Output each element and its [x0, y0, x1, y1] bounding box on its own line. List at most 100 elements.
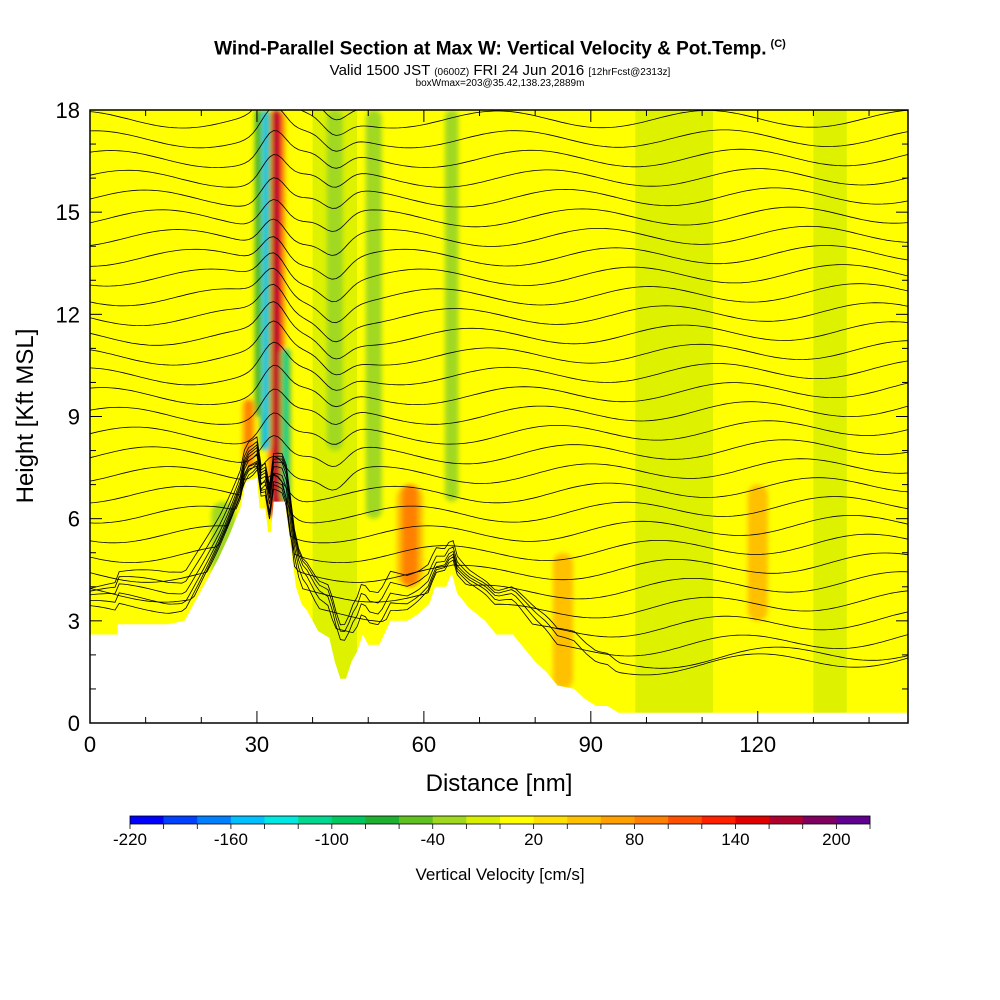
theta-contour [90, 110, 908, 136]
colorbar-swatch [802, 816, 837, 824]
y-axis-label: Height [Kft MSL] [12, 329, 39, 504]
axis-ticks [89, 109, 908, 724]
colorbar-label: 140 [721, 830, 749, 849]
velocity-cell [552, 552, 574, 689]
colorbar-swatch [668, 816, 703, 824]
theta-contour [90, 110, 908, 152]
colorbar-label: -160 [214, 830, 248, 849]
colorbar-label: -40 [420, 830, 445, 849]
velocity-cell [273, 110, 280, 519]
colorbar-swatch [836, 816, 871, 824]
colorbar-labels: -220 -160 -100 -40 20 80 140 200 [113, 830, 851, 849]
colorbar-swatch [163, 816, 198, 824]
forecast-info: [12hrFcst@2313z] [588, 67, 671, 78]
box-info: boxWmax=203@35.42,138.23,2889m [415, 78, 585, 89]
x-tick-labels: 0 30 60 90 120 [84, 732, 776, 757]
x-tick-label: 120 [739, 732, 776, 757]
colorbar-swatch [331, 816, 366, 824]
velocity-cell [747, 484, 768, 621]
theta-contour [90, 444, 908, 657]
field-band [90, 110, 202, 723]
theta-contour [90, 364, 908, 408]
y-tick-labels: 0 3 6 9 12 15 18 [56, 98, 80, 736]
y-tick-label: 9 [68, 405, 80, 430]
theta-contour [90, 154, 908, 188]
velocity-cell [263, 110, 268, 451]
y-tick-label: 0 [68, 711, 80, 736]
colorbar-swatch [600, 816, 635, 824]
theta-contour [90, 412, 908, 445]
potential-temperature-contours [90, 110, 908, 676]
theta-contour [90, 465, 908, 544]
y-tick-label: 6 [68, 507, 80, 532]
velocity-cell [326, 110, 343, 451]
chart-title-text: Wind-Parallel Section at Max W: Vertical… [214, 38, 767, 60]
velocity-cell [401, 484, 418, 587]
theta-contour [90, 462, 908, 564]
colorbar [129, 815, 871, 829]
theta-contour [90, 252, 908, 303]
colorbar-swatch [634, 816, 669, 824]
y-tick-label: 18 [56, 98, 80, 123]
theta-contour [90, 320, 908, 376]
colorbar-label: -100 [315, 830, 349, 849]
theta-contour [90, 455, 908, 491]
theta-contour [90, 466, 908, 504]
colorbar-swatch [769, 816, 804, 824]
colorbar-swatch [130, 816, 164, 824]
chart-title: Wind-Parallel Section at Max W: Vertical… [0, 38, 1000, 60]
chart-subtitle: Valid 1500 JST (0600Z) FRI 24 Jun 2016 [… [0, 62, 1000, 79]
colorbar-swatch [399, 816, 434, 824]
field-band [713, 110, 781, 723]
x-tick-label: 90 [579, 732, 603, 757]
theta-contour [90, 460, 908, 583]
x-tick-label: 0 [84, 732, 96, 757]
velocity-cell [244, 399, 253, 468]
valid-date: FRI 24 Jun 2016 [473, 62, 585, 79]
vertical-velocity-field [211, 110, 768, 689]
theta-contour [90, 436, 908, 669]
theta-contour [90, 283, 908, 343]
colorbar-label: 200 [822, 830, 850, 849]
colorbar-swatch [432, 816, 467, 824]
theta-contour [90, 388, 908, 425]
theta-contour [90, 449, 908, 623]
theta-contour [90, 440, 908, 676]
y-tick-label: 12 [56, 302, 80, 327]
colorbar-swatch [567, 816, 602, 824]
colorbar-label: -220 [113, 830, 147, 849]
theta-contour [90, 267, 908, 324]
colorbar-swatch [197, 816, 232, 824]
valid-prefix: Valid 1500 JST [329, 62, 431, 79]
x-tick-label: 30 [245, 732, 269, 757]
theta-contour [90, 236, 908, 280]
theta-contour [90, 130, 908, 169]
copyright-mark: (C) [770, 38, 786, 50]
colorbar-swatch [533, 816, 568, 824]
theta-contour [90, 198, 908, 232]
valid-utc: (0600Z) [434, 67, 470, 78]
theta-contour [90, 435, 908, 467]
colorbar-swatch [264, 816, 299, 824]
velocity-cell [365, 110, 382, 519]
y-tick-label: 3 [68, 609, 80, 634]
theta-contour [90, 446, 908, 638]
colorbar-label: 20 [524, 830, 543, 849]
colorbar-swatch [298, 816, 333, 824]
colorbar-swatch [230, 816, 265, 824]
colorbar-label: 80 [625, 830, 644, 849]
colorbar-swatch [500, 816, 534, 824]
velocity-cells [211, 110, 768, 689]
colorbar-swatch [735, 816, 770, 824]
theta-contour [90, 462, 908, 524]
colorbar-swatch [365, 816, 400, 824]
colorbar-swatch [701, 816, 736, 824]
theta-contour [90, 301, 908, 360]
colorbar-title: Vertical Velocity [cm/s] [415, 865, 584, 884]
theta-contour [90, 341, 908, 391]
x-axis-label: Distance [nm] [426, 770, 573, 797]
terrain-mask [90, 477, 908, 723]
colorbar-swatch [466, 816, 501, 824]
